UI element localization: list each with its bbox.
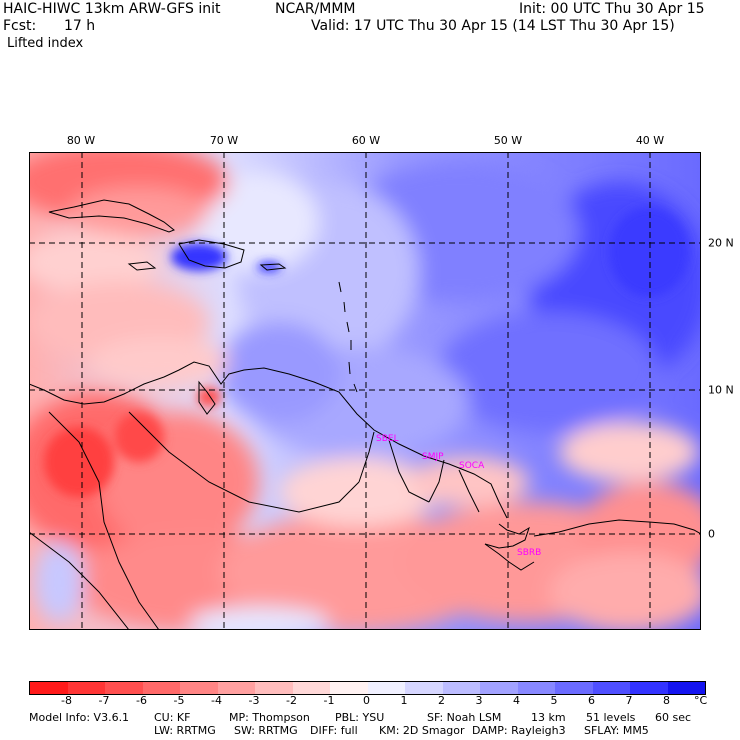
colorbar-tick-label: 8 bbox=[663, 694, 670, 707]
model-info-res: 13 km bbox=[531, 711, 566, 724]
colorbar-tick-label: 4 bbox=[513, 694, 520, 707]
colorbar-swatch bbox=[67, 682, 105, 694]
colorbar-tick-label: 5 bbox=[550, 694, 558, 707]
model-info-timestep: 60 sec bbox=[655, 711, 692, 724]
model-info-sflay: SFLAY: MM5 bbox=[584, 724, 649, 737]
product-title: HAIC-HIWC 13km ARW-GFS init bbox=[3, 1, 221, 17]
lon-label-70w: 70 W bbox=[209, 134, 239, 147]
colorbar-tick-label: 6 bbox=[588, 694, 595, 707]
lat-label-20n: 20 N bbox=[708, 236, 734, 250]
colorbar bbox=[29, 681, 706, 695]
colorbar-tick-label: -5 bbox=[173, 694, 185, 707]
model-info-diff: DIFF: full bbox=[310, 724, 358, 737]
colorbar-swatch bbox=[592, 682, 630, 694]
station-labels: SBEL SMJP SOCA SBRB bbox=[376, 434, 541, 558]
model-info-cu: CU: KF bbox=[154, 711, 191, 724]
valid-time: Valid: 17 UTC Thu 30 Apr 15 (14 LST Thu … bbox=[311, 18, 675, 34]
colorbar-swatch bbox=[105, 682, 143, 694]
colorbar-tick-label: 1 bbox=[400, 694, 408, 707]
coastlines bbox=[28, 199, 702, 631]
colorbar-swatch bbox=[442, 682, 480, 694]
colorbar-tick-label: -2 bbox=[286, 694, 297, 707]
colorbar-swatch bbox=[405, 682, 443, 694]
colorbar-tick-label: 7 bbox=[625, 694, 633, 707]
colorbar-tick-label: -3 bbox=[248, 694, 260, 707]
init-time: Init: 00 UTC Thu 30 Apr 15 bbox=[519, 1, 705, 17]
colorbar-tick-label: 0 bbox=[363, 694, 370, 707]
model-info-pbl: PBL: YSU bbox=[335, 711, 385, 724]
colorbar-swatch bbox=[667, 682, 705, 694]
colorbar-tick-label: -1 bbox=[323, 694, 335, 707]
model-info-sf: SF: Noah LSM bbox=[427, 711, 502, 724]
colorbar-tick-label: -7 bbox=[98, 694, 110, 707]
org-label: NCAR/MMM bbox=[275, 1, 356, 17]
lon-label-40w: 40 W bbox=[635, 134, 665, 147]
fcst-value: 17 h bbox=[64, 18, 96, 34]
colorbar-unit: °C bbox=[694, 694, 708, 707]
colorbar-swatch bbox=[255, 682, 293, 694]
station-label-sbrb: SBRB bbox=[517, 548, 541, 558]
field-name: Lifted index bbox=[7, 36, 84, 51]
lon-label-50w: 50 W bbox=[493, 134, 523, 147]
lon-label-60w: 60 W bbox=[351, 134, 381, 147]
colorbar-swatch bbox=[217, 682, 255, 694]
model-info-mp: MP: Thompson bbox=[229, 711, 310, 724]
colorbar-swatch bbox=[30, 682, 68, 694]
model-info-lw: LW: RRTMG bbox=[154, 724, 216, 737]
model-info-damp: DAMP: Rayleigh3 bbox=[472, 724, 566, 737]
colorbar-swatch bbox=[480, 682, 518, 694]
lon-label-80w: 80 W bbox=[66, 134, 96, 147]
station-label-sbel: SBEL bbox=[376, 434, 399, 444]
lat-label-0: 0 bbox=[708, 527, 715, 541]
colorbar-swatch bbox=[180, 682, 218, 694]
colorbar-tick-label: -6 bbox=[136, 694, 147, 707]
colorbar-tick-label: 3 bbox=[475, 694, 483, 707]
station-label-soca: SOCA bbox=[459, 461, 485, 471]
colorbar-tick-label: 2 bbox=[438, 694, 445, 707]
lat-label-10n: 10 N bbox=[708, 383, 734, 397]
colorbar-swatch bbox=[142, 682, 180, 694]
lifted-index-map: SBEL SMJP SOCA SBRB bbox=[9, 142, 719, 637]
colorbar-swatch bbox=[555, 682, 593, 694]
colorbar-tick-label: -8 bbox=[61, 694, 72, 707]
model-info-levels: 51 levels bbox=[586, 711, 636, 724]
li-field bbox=[9, 142, 719, 637]
colorbar-swatch bbox=[292, 682, 330, 694]
fcst-label: Fcst: bbox=[3, 18, 37, 34]
colorbar-swatch bbox=[367, 682, 405, 694]
colorbar-tick-label: -4 bbox=[211, 694, 222, 707]
model-info-sw: SW: RRTMG bbox=[234, 724, 298, 737]
model-info-km: KM: 2D Smagor bbox=[379, 724, 465, 737]
colorbar-swatch bbox=[517, 682, 555, 694]
colorbar-swatch bbox=[630, 682, 668, 694]
model-info-version: Model Info: V3.6.1 bbox=[29, 711, 130, 724]
lat-lon-grid bbox=[29, 152, 701, 630]
colorbar-swatch bbox=[330, 682, 368, 694]
station-label-smjp: SMJP bbox=[422, 452, 444, 462]
